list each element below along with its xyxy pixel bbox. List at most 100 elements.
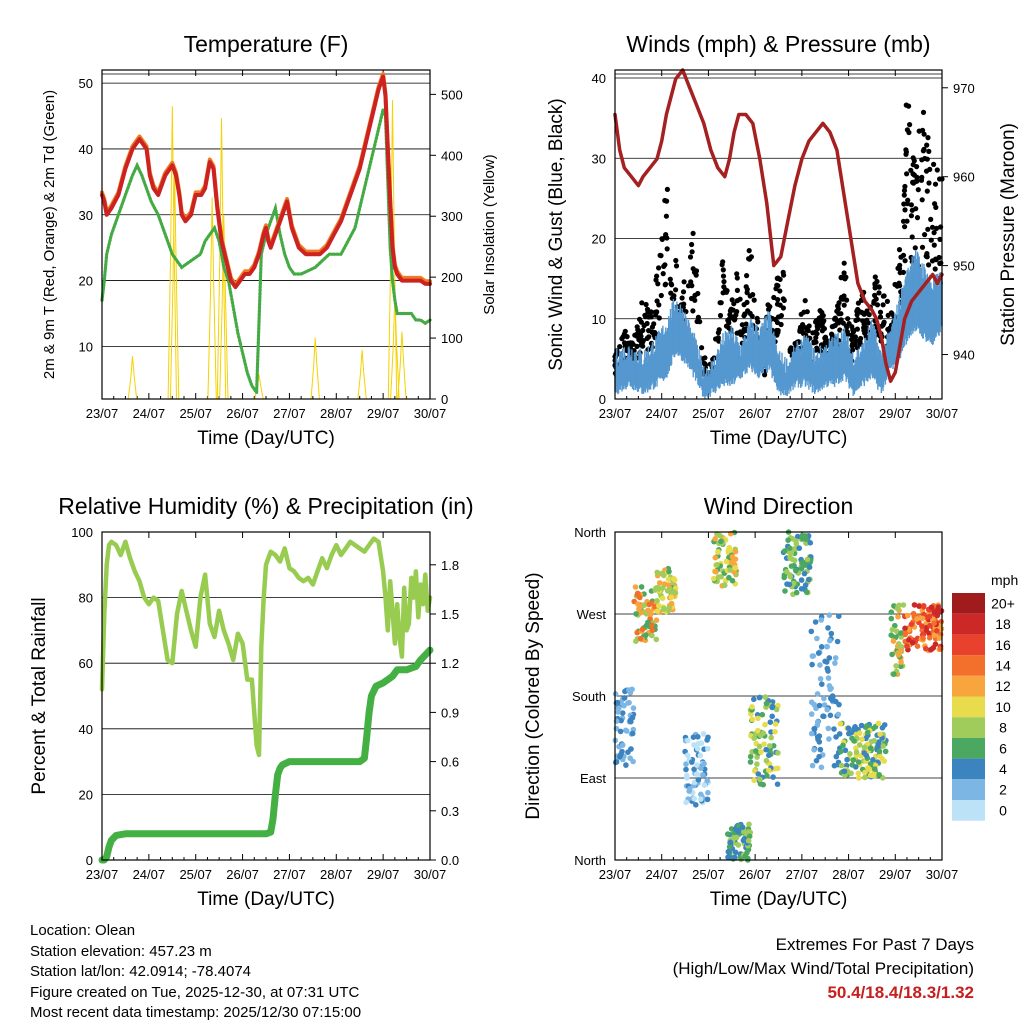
direction-point: [850, 757, 857, 763]
direction-point: [615, 709, 621, 715]
direction-point: [818, 617, 824, 623]
direction-point: [740, 837, 747, 844]
gust-point: [872, 274, 878, 280]
solar-insolation-spike: [127, 355, 138, 400]
gust-point: [718, 300, 724, 306]
y-tick-label: 0: [599, 392, 606, 407]
direction-point: [829, 694, 836, 701]
gust-point: [877, 314, 884, 320]
direction-point: [855, 770, 862, 777]
direction-point: [844, 756, 850, 763]
direction-point: [835, 711, 842, 718]
direction-point: [693, 771, 700, 777]
solar-insolation-spike: [357, 349, 367, 400]
direction-point: [746, 821, 752, 828]
direction-point: [817, 746, 824, 753]
direction-point: [888, 632, 894, 638]
gust-point: [838, 274, 845, 280]
direction-point: [836, 613, 842, 619]
direction-point: [920, 604, 927, 610]
direction-point: [802, 582, 809, 588]
gust-point: [687, 254, 694, 260]
gust-point: [916, 128, 922, 134]
direction-point: [694, 762, 700, 768]
gust-point: [836, 300, 842, 306]
direction-point: [906, 637, 912, 643]
gust-point: [904, 171, 910, 177]
direction-point: [811, 701, 817, 708]
direction-point: [926, 613, 933, 620]
direction-point: [627, 689, 634, 696]
panel-humidity: Relative Humidity (%) & Precipitation (i…: [29, 493, 474, 910]
gust-point: [876, 290, 882, 296]
gust-point: [734, 275, 740, 281]
direction-point: [755, 727, 761, 734]
x-tick-label: 27/07: [786, 867, 819, 882]
gust-point: [817, 308, 823, 314]
direction-point: [684, 775, 690, 781]
direction-point: [798, 577, 805, 583]
direction-point: [825, 725, 832, 732]
direction-point: [694, 745, 701, 752]
gust-point: [832, 322, 838, 328]
legend-swatch: [952, 737, 985, 759]
gust-point: [650, 330, 656, 336]
gust-point: [911, 158, 917, 164]
gust-point: [660, 271, 666, 277]
gust-point: [679, 295, 685, 301]
gust-point: [819, 323, 825, 329]
gust-point: [924, 142, 930, 148]
gust-point: [839, 294, 845, 300]
direction-point: [821, 702, 828, 708]
gust-point: [739, 322, 745, 328]
direction-point: [775, 750, 781, 756]
gust-point: [865, 320, 871, 326]
direction-point: [900, 602, 907, 608]
direction-point: [836, 701, 842, 708]
direction-point: [930, 645, 937, 651]
y2-tick-label: 100: [441, 331, 463, 346]
extremes-subtitle: (High/Low/Max Wind/Total Precipitation): [672, 959, 974, 978]
direction-point: [896, 602, 902, 609]
direction-point: [746, 833, 753, 840]
gust-point: [932, 201, 938, 207]
direction-point: [757, 781, 764, 787]
gust-point: [744, 290, 750, 296]
direction-point: [831, 762, 838, 769]
gust-point: [872, 285, 878, 291]
direction-point: [705, 734, 711, 741]
direction-point: [666, 568, 672, 575]
gust-point: [659, 236, 665, 242]
gust-point: [646, 328, 652, 334]
direction-point: [769, 704, 775, 711]
gust-point: [910, 162, 916, 168]
direction-point: [756, 743, 763, 750]
direction-point: [934, 628, 940, 634]
direction-point: [800, 559, 806, 566]
direction-point: [762, 694, 769, 700]
legend-label: 18: [995, 616, 1011, 632]
direction-point: [704, 796, 711, 803]
direction-point: [828, 630, 835, 637]
gust-point: [854, 326, 861, 332]
extremes-values: 50.4/18.4/18.3/1.32: [827, 983, 974, 1002]
direction-point: [614, 699, 621, 706]
direction-point: [842, 747, 849, 754]
gust-point: [645, 309, 651, 315]
gust-point: [850, 341, 856, 347]
direction-point: [718, 538, 724, 545]
direction-point: [764, 772, 770, 779]
gust-point: [777, 288, 783, 294]
direction-point: [808, 628, 815, 635]
gust-point: [627, 340, 634, 346]
direction-point: [637, 635, 644, 642]
precip-line: [98, 646, 434, 864]
gust-point: [921, 131, 927, 137]
gust-point: [673, 263, 680, 269]
direction-point: [861, 750, 867, 756]
direction-point: [847, 751, 853, 757]
direction-point: [741, 828, 747, 835]
gust-point: [876, 284, 882, 290]
direction-point: [817, 676, 824, 682]
direction-point: [810, 653, 817, 659]
